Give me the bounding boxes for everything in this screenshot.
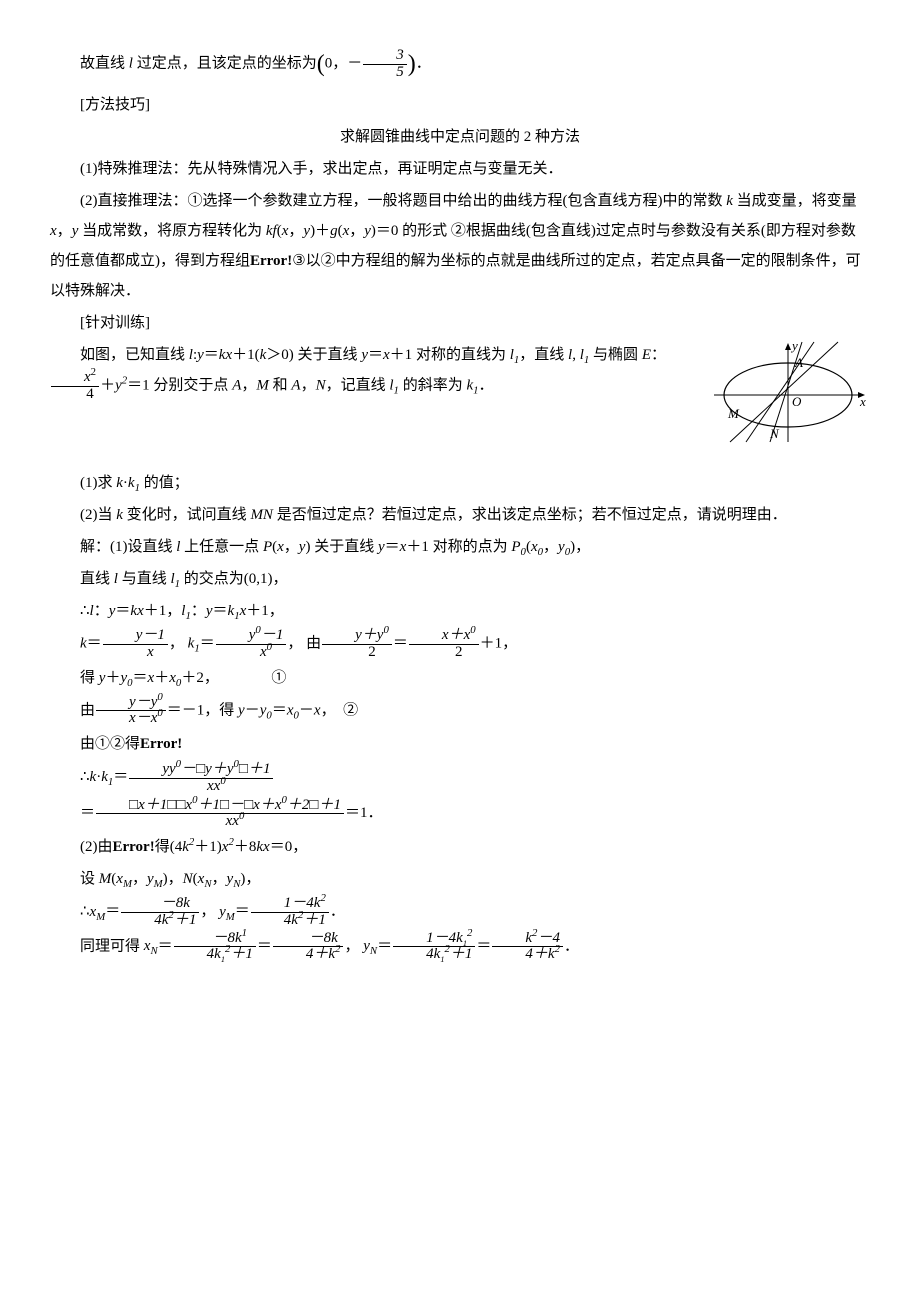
error-marker: Error! — [140, 736, 182, 752]
q1: (1)求 k·k1 的值； — [50, 468, 870, 498]
sol-10: (2)由Error!得(4k2＋1)x2＋8kx＝0， — [50, 832, 870, 862]
line-fixed-point: 故直线 l 过定点，且该定点的坐标为(0，－35)． — [50, 40, 870, 88]
method-1: (1)特殊推理法：先从特殊情况入手，求出定点，再证明定点与变量无关． — [50, 154, 870, 184]
method-title: 求解圆锥曲线中定点问题的 2 种方法 — [50, 122, 870, 152]
practice-header: [针对训练] — [50, 308, 870, 338]
error-marker: Error! — [250, 253, 292, 269]
sol-1: 解：(1)设直线 l 上任意一点 P(x，y) 关于直线 y＝x＋1 对称的点为… — [50, 532, 870, 562]
svg-text:x: x — [859, 394, 866, 409]
sol-5: 得 y＋y0＝x＋x0＋2， ① — [50, 663, 870, 693]
method-2: (2)直接推理法：①选择一个参数建立方程，一般将题目中给出的曲线方程(包含直线方… — [50, 186, 870, 306]
method-header: [方法技巧] — [50, 90, 870, 120]
sol-13: 同理可得 xN＝－8k14k12＋1＝－8k4＋k2， yN＝1－4k124k1… — [50, 931, 870, 964]
sol-12: ∴xM＝－8k4k2＋1， yM＝1－4k24k2＋1． — [50, 896, 870, 929]
q2: (2)当 k 变化时，试问直线 MN 是否恒过定点？若恒过定点，求出该定点坐标；… — [50, 500, 870, 530]
svg-text:O: O — [792, 394, 802, 409]
svg-text:y: y — [790, 340, 798, 353]
sol-9: ＝□x＋1□□x0＋1□－□x＋x0＋2□＋1xx0＝1． — [50, 797, 870, 831]
sol-11: 设 M(xM，yM)，N(xN，yN)， — [50, 864, 870, 894]
error-marker: Error! — [113, 839, 155, 855]
sol-2: 直线 l 与直线 l1 的交点为(0,1)， — [50, 564, 870, 594]
svg-text:A: A — [794, 355, 803, 370]
sol-4: k＝y－1x， k1＝y0－1x0， 由y＋y02＝x＋x02＋1， — [50, 628, 870, 661]
sol-8: ∴k·k1＝yy0－□y＋y0□＋1xx0 — [50, 761, 870, 795]
sol-6: 由y－y0x－x0＝－1，得 y－y0＝x0－x， ② — [50, 695, 870, 728]
sol-3: ∴l：y＝kx＋1，l1：y＝k1x＋1， — [50, 596, 870, 626]
svg-text:M: M — [727, 406, 740, 421]
sol-7: 由①②得Error! — [50, 729, 870, 759]
ellipse-figure: y x O A M N — [710, 340, 870, 461]
svg-text:N: N — [769, 426, 780, 441]
